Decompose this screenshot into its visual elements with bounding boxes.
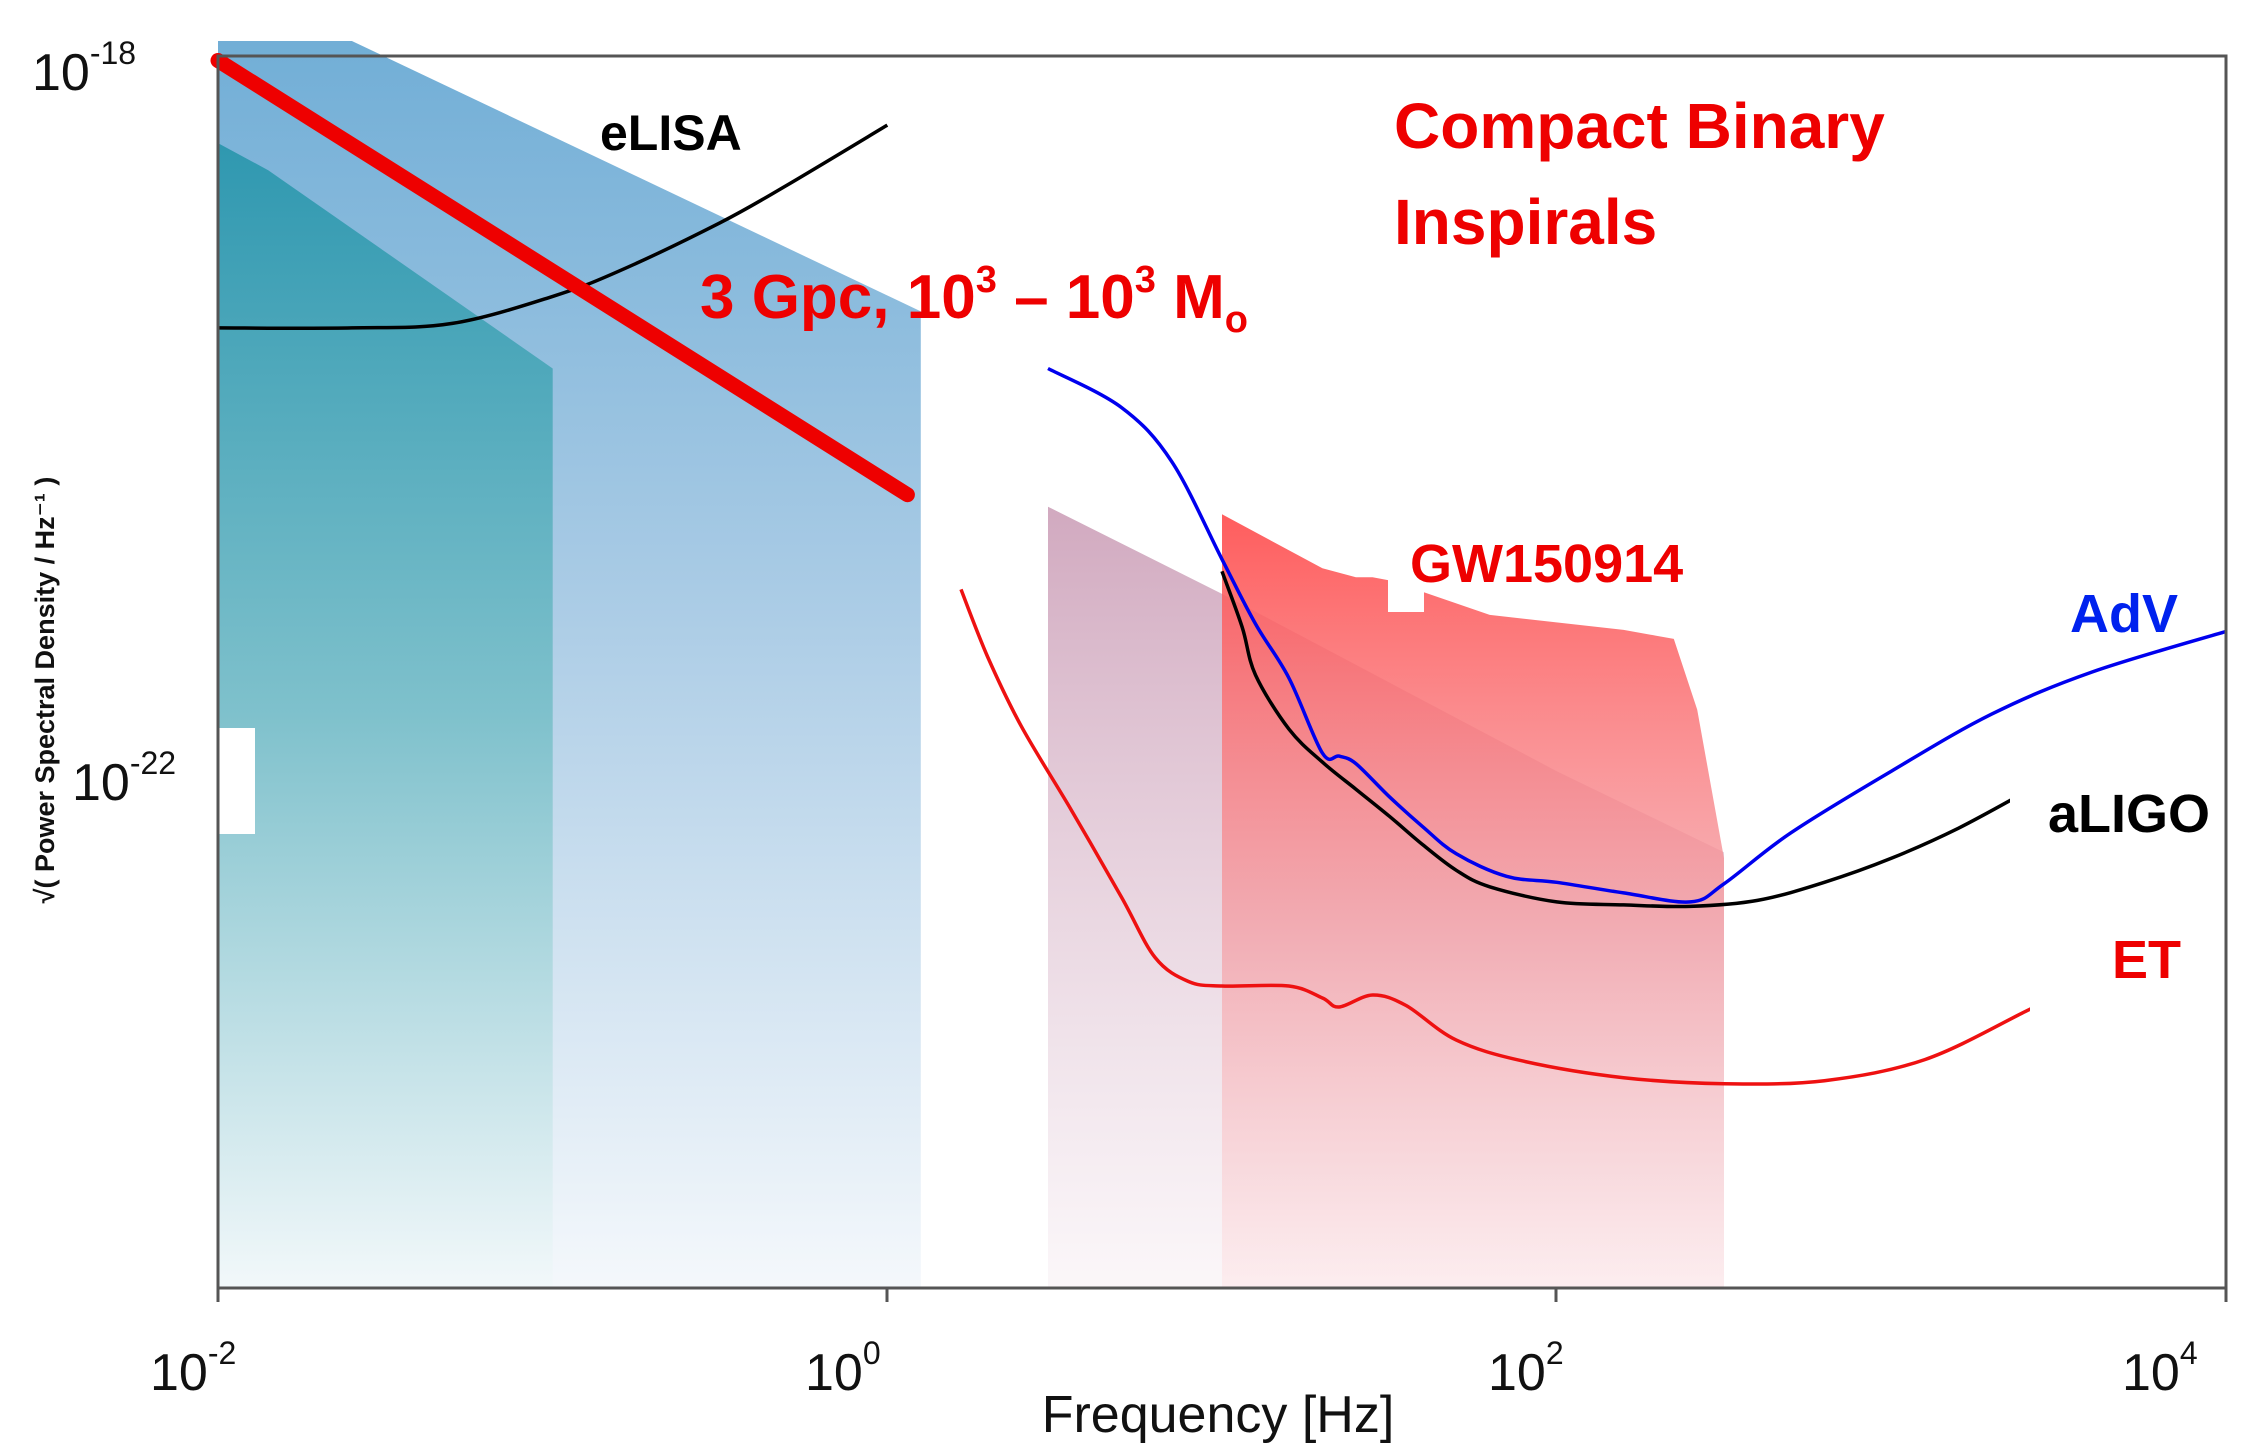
x-tick-base: 10 (2122, 1344, 2180, 1402)
label-mask-aligo (2010, 762, 2250, 862)
inspiral-label-m: M (1156, 263, 1225, 332)
gw150914-label: GW150914 (1410, 534, 1683, 594)
inspiral-label-dash: – 10 (997, 263, 1135, 332)
inspirals-label: Inspirals (1394, 186, 1657, 258)
x-tick-base: 10 (150, 1344, 208, 1402)
inspiral-label-exp1: 3 (976, 259, 997, 301)
space-band-inner (218, 143, 553, 1289)
inspiral-label: 3 Gpc, 103 – 103 Mo (700, 259, 1248, 341)
label-mask-gw (1388, 568, 1424, 612)
y-tick-label: 10-18 (32, 35, 136, 102)
annotations: eLISA 3 Gpc, 103 – 103 Mo Compact Binary… (600, 90, 2210, 990)
y-tick-exp: -18 (90, 35, 136, 71)
x-tick-label: 100 (805, 1335, 881, 1402)
et-curve (959, 588, 2177, 1086)
x-axis-title: Frequency [Hz] (1042, 1386, 1395, 1444)
x-tick-base: 10 (1488, 1344, 1546, 1402)
x-tick-base: 10 (805, 1344, 863, 1402)
inspiral-line (210, 53, 915, 503)
y-axis: 10-18 10-22 √( Power Spectral Density / … (30, 35, 176, 903)
y-tick-base: 10 (32, 44, 90, 102)
y-axis-title: √( Power Spectral Density / Hz⁻¹ ) (30, 477, 60, 904)
gw150914-band (1222, 514, 1724, 1288)
x-tick-label: 102 (1488, 1335, 1564, 1402)
et-label: ET (2112, 930, 2181, 990)
label-mask-et (2030, 898, 2248, 1013)
plot-frame (216, 54, 2228, 1290)
bands-layer (218, 41, 1724, 1289)
x-axis: 10-2 100 102 104 Frequency [Hz] (150, 1288, 2228, 1444)
curves-layer (210, 53, 2227, 1086)
x-tick-exp: -2 (208, 1335, 236, 1371)
elisa-label: eLISA (600, 105, 742, 161)
adv-label: AdV (2070, 584, 2178, 644)
adv-curve (1047, 366, 2227, 904)
x-tick-exp: 4 (2180, 1335, 2198, 1371)
x-tick-label: 10-2 (150, 1335, 236, 1402)
x-tick-exp: 2 (1546, 1335, 1564, 1371)
inspiral-label-main: 3 Gpc, 10 (700, 263, 976, 332)
inspiral-label-exp2: 3 (1135, 259, 1156, 301)
x-tick-exp: 0 (863, 1335, 881, 1371)
compact-binary-label: Compact Binary (1394, 90, 1885, 162)
y-tick-exp: -22 (130, 745, 176, 781)
inspiral-label-sub: o (1225, 299, 1248, 341)
y-tick-label: 10-22 (72, 745, 176, 812)
aligo-curve (1220, 570, 2027, 909)
aligo-label: aLIGO (2048, 784, 2210, 844)
y-tick-base: 10 (72, 754, 130, 812)
x-tick-label: 104 (2122, 1335, 2198, 1402)
